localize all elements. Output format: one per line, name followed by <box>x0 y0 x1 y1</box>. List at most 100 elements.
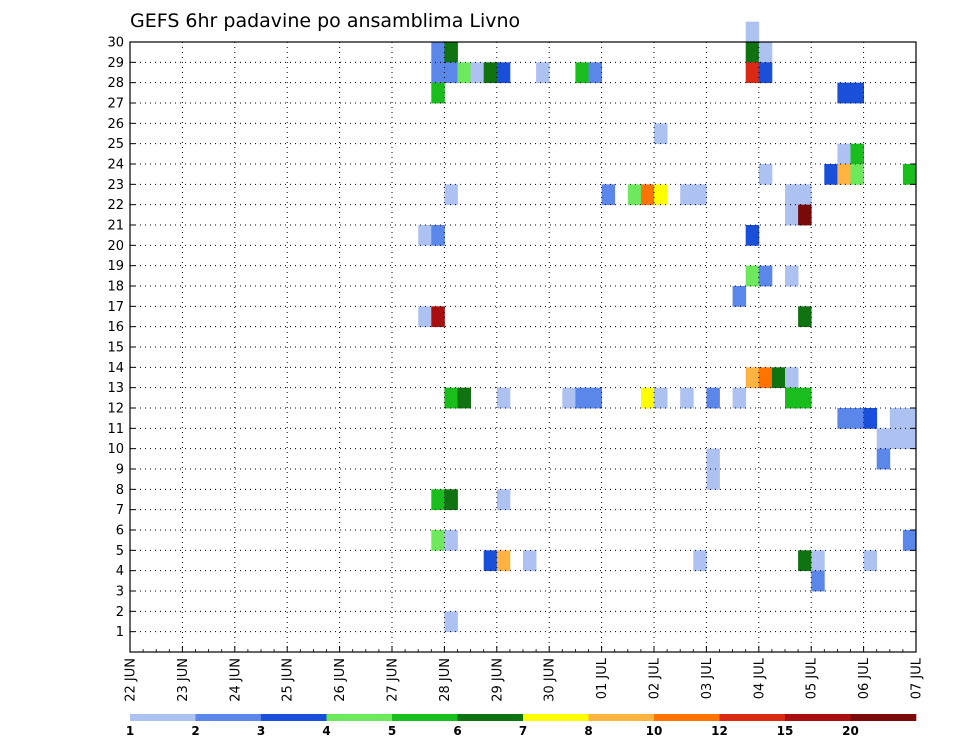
heatmap-cell-3 <box>758 42 773 63</box>
x-tick-label: 01 JUL <box>595 657 610 699</box>
colorbar-label: 10 <box>646 724 663 738</box>
y-tick-label: 2 <box>116 605 124 620</box>
colorbar-legend: 1 2 3 4 5 6 7 8 10 12 15 20 <box>126 714 917 738</box>
y-tick-label: 16 <box>107 320 124 335</box>
heatmap-cell-51 <box>785 367 799 389</box>
heatmap-cell-4 <box>745 21 760 43</box>
y-tick-label: 21 <box>107 219 124 234</box>
heatmap-cell-25 <box>850 164 864 185</box>
colorbar-segment <box>523 714 589 721</box>
heatmap-cell-26 <box>902 164 917 185</box>
heatmap-cell-70 <box>876 428 891 450</box>
y-tick-label: 22 <box>107 198 124 213</box>
heatmap-cell-65 <box>837 408 851 429</box>
y-tick-label: 3 <box>116 585 124 600</box>
y-tick-label: 5 <box>116 544 124 559</box>
y-tick-label: 15 <box>107 341 124 356</box>
heatmap-cell-50 <box>771 367 786 389</box>
heatmap-cell-16 <box>431 82 445 104</box>
heatmap-cell-30 <box>640 184 655 206</box>
y-tick-label: 19 <box>107 259 124 274</box>
heatmap-cell-14 <box>745 62 760 84</box>
y-tick-label: 11 <box>107 422 124 437</box>
y-tick-label: 1 <box>116 625 124 640</box>
y-tick-label: 12 <box>107 402 124 417</box>
heatmap-cell-31 <box>654 184 668 206</box>
heatmap-cell-37 <box>798 204 812 226</box>
colorbar-label: 8 <box>584 724 592 738</box>
heatmap-cell-80 <box>444 530 458 551</box>
x-tick-label: 07 JUL <box>910 657 925 699</box>
heatmap-cell-8 <box>470 62 485 84</box>
y-tick-label: 28 <box>107 76 124 91</box>
colorbar-segment <box>392 714 458 721</box>
heatmap-cell-40 <box>745 225 760 246</box>
heatmap-cell-57 <box>588 387 602 409</box>
heatmap-cell-12 <box>575 62 589 84</box>
heatmap-cell-87 <box>811 550 825 572</box>
heatmap-cell-89 <box>811 570 825 592</box>
heatmap-cell-52 <box>444 387 458 409</box>
heatmap-cell-86 <box>798 550 812 572</box>
x-tick-label: 23 JUN <box>176 658 191 702</box>
heatmap-cell-18 <box>850 82 864 104</box>
colorbar-label: 2 <box>191 724 199 738</box>
y-tick-label: 25 <box>107 137 124 152</box>
heatmap-cell-69 <box>902 408 917 429</box>
colorbar-segment <box>785 714 851 721</box>
y-tick-label: 27 <box>107 97 124 112</box>
heatmap-cell-15 <box>758 62 773 84</box>
y-tick-label: 24 <box>107 158 124 173</box>
heatmap-cell-7 <box>457 62 471 84</box>
colorbar-label: 4 <box>322 724 330 738</box>
heatmap-cell-36 <box>785 204 799 226</box>
colorbar-label: 6 <box>453 724 461 738</box>
heatmap-cell-28 <box>601 184 616 206</box>
heatmap-cell-29 <box>627 184 642 206</box>
heatmap-cell-88 <box>863 550 878 572</box>
y-tick-label: 6 <box>116 524 124 539</box>
heatmap-cell-19 <box>654 123 668 145</box>
y-tick-label: 7 <box>116 503 124 518</box>
colorbar-segment <box>195 714 262 721</box>
heatmap-cell-17 <box>837 82 851 104</box>
heatmap-cell-46 <box>431 306 445 328</box>
heatmap-cell-64 <box>798 387 812 409</box>
x-tick-label: 02 JUL <box>648 657 663 699</box>
heatmap-cell-49 <box>758 367 773 389</box>
heatmap-cell-42 <box>758 265 773 287</box>
heatmap-cell-44 <box>732 286 747 307</box>
heatmap-cell-63 <box>785 387 799 409</box>
x-tick-label: 28 JUN <box>438 658 453 702</box>
heatmap-cell-84 <box>523 550 537 572</box>
x-tick-label: 06 JUL <box>857 657 872 699</box>
y-tick-label: 26 <box>107 117 124 132</box>
heatmap-cell-67 <box>863 408 878 429</box>
heatmap-cell-47 <box>798 306 812 328</box>
heatmap-cell-58 <box>640 387 655 409</box>
heatmap-cell-35 <box>798 184 812 206</box>
heatmap-cell-59 <box>654 387 668 409</box>
colorbar-segment <box>719 714 786 721</box>
heatmap-cell-78 <box>496 489 511 511</box>
heatmap-cell-48 <box>745 367 760 389</box>
x-tick-label: 24 JUN <box>228 658 243 702</box>
heatmap-cell-45 <box>418 306 432 328</box>
heatmap-cell-74 <box>876 448 891 470</box>
y-axis-ticks: 1234567891011121314151617181920212223242… <box>107 36 916 640</box>
heatmap-cell-73 <box>706 448 720 470</box>
colorbar-segment <box>261 714 327 721</box>
x-tick-label: 25 JUN <box>281 658 296 702</box>
colorbar-segment <box>588 714 655 721</box>
colorbar-segment <box>850 714 917 721</box>
heatmap-cell-61 <box>706 387 720 409</box>
heatmap-cell-83 <box>496 550 511 572</box>
heatmap-cell-43 <box>785 265 799 287</box>
heatmap-cell-20 <box>837 143 851 165</box>
heatmap-cell-55 <box>562 387 576 409</box>
heatmap-cell-27 <box>444 184 458 206</box>
y-tick-label: 10 <box>107 442 124 457</box>
chart-title: GEFS 6hr padavine po ansamblima Livno <box>130 10 520 32</box>
heatmap-cell-5 <box>431 62 445 84</box>
heatmap-cell-82 <box>483 550 498 572</box>
